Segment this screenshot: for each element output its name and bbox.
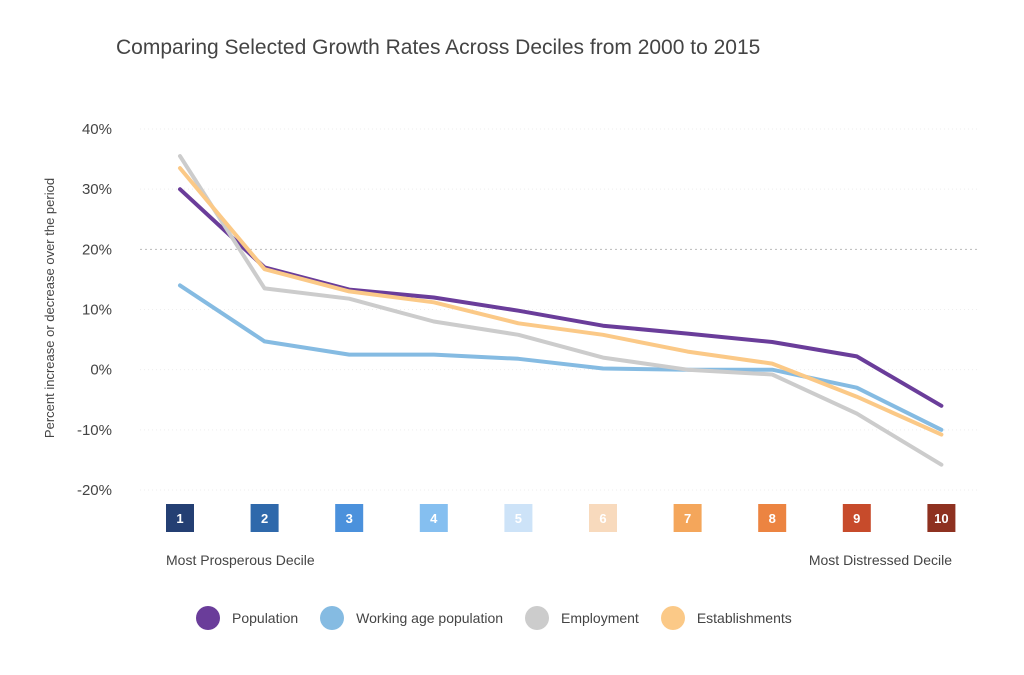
- y-axis-ticks: 40% 30% 20% 10% 0% -10% -20%: [77, 121, 112, 499]
- y-tick-label: 10%: [82, 302, 112, 319]
- decile-badge: [166, 504, 194, 532]
- y-tick-label: -20%: [77, 482, 112, 499]
- legend-label: Employment: [561, 610, 639, 626]
- decile-label: 8: [769, 511, 776, 526]
- chart-title: Comparing Selected Growth Rates Across D…: [116, 36, 761, 59]
- decile-badge: [758, 504, 787, 532]
- decile-badges: 1 2 3 4 5 6 7 8 9 10: [166, 504, 956, 532]
- legend: Population Working age population Employme…: [196, 606, 814, 630]
- y-tick-label: 0%: [90, 362, 112, 379]
- y-tick-label: 40%: [82, 121, 112, 138]
- decile-badge: [673, 504, 702, 532]
- decile-label: 9: [853, 511, 860, 526]
- decile-badge: [504, 504, 533, 532]
- legend-label: Establishments: [696, 610, 792, 626]
- decile-label: 7: [684, 511, 691, 526]
- decile-badge: [842, 504, 871, 532]
- decile-label: 4: [430, 511, 438, 526]
- y-tick-label: 30%: [82, 181, 112, 198]
- decile-label: 10: [934, 511, 948, 526]
- series-lines: [178, 154, 944, 467]
- decile-badge: [250, 504, 279, 532]
- legend-item: Establishments: [660, 606, 792, 630]
- series-line-employment: [178, 154, 944, 467]
- y-tick-label: -10%: [77, 422, 112, 439]
- y-tick-label: 20%: [82, 241, 112, 258]
- series-line-establishments: [178, 166, 944, 437]
- legend-item: Working age population: [320, 606, 503, 630]
- decile-label: 3: [346, 511, 353, 526]
- decile-label: 5: [515, 511, 522, 526]
- decile-badge: [927, 504, 956, 532]
- decile-badge: [419, 504, 448, 532]
- most-distressed-label: Most Distressed Decile: [808, 552, 952, 568]
- legend-swatch: [660, 606, 685, 630]
- decile-badge: [335, 504, 364, 532]
- series-line-working-age-population: [178, 283, 944, 432]
- legend-swatch: [320, 606, 345, 630]
- y-axis-label: Percent increase or decrease over the pe…: [42, 178, 57, 438]
- decile-label: 2: [261, 511, 268, 526]
- decile-label: 1: [176, 511, 183, 526]
- grid-lines: [140, 128, 980, 491]
- most-prosperous-label: Most Prosperous Decile: [166, 552, 315, 568]
- legend-swatch: [525, 606, 550, 630]
- legend-swatch: [196, 606, 220, 630]
- legend-label: Working age population: [356, 610, 504, 626]
- legend-item: Employment: [525, 606, 639, 630]
- legend-label: Population: [232, 610, 299, 626]
- decile-badge: [589, 504, 617, 532]
- legend-item: Population: [196, 606, 298, 630]
- series-line-population: [178, 187, 944, 408]
- line-chart: 40% 30% 20% 10% 0% -10% -20% Percent increase …: [42, 121, 980, 532]
- decile-label: 6: [599, 511, 606, 526]
